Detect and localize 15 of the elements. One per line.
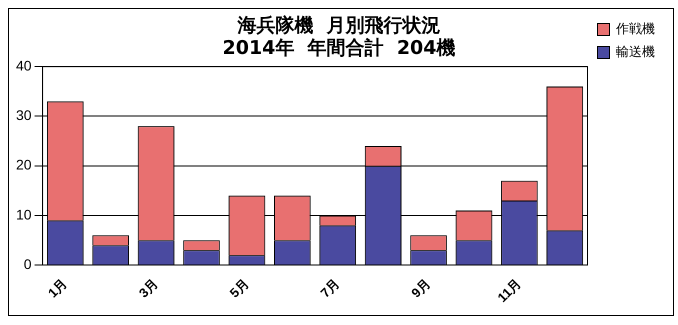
x-tick-label: 11月 bbox=[494, 276, 524, 306]
text: 海兵隊機 月別飛行状況 bbox=[237, 14, 441, 36]
y-tick-label: 20 bbox=[16, 156, 32, 173]
y-tick-label: 10 bbox=[16, 206, 32, 222]
x-tick-label: 9月 bbox=[408, 276, 434, 301]
y-tick-label: 40 bbox=[16, 57, 32, 74]
x-tick-label: 5月 bbox=[226, 276, 252, 301]
text: 2014年 年間合計 204機 bbox=[222, 37, 456, 60]
y-tick-label: 0 bbox=[24, 256, 32, 272]
legend-label: 作戦機 bbox=[615, 22, 655, 37]
y-tick-label: 30 bbox=[16, 107, 32, 124]
x-tick-label: 1月 bbox=[45, 276, 70, 301]
x-tick-label: 7月 bbox=[317, 276, 342, 301]
x-tick-label: 3月 bbox=[136, 276, 161, 301]
legend-label: 輸送機 bbox=[616, 44, 655, 60]
